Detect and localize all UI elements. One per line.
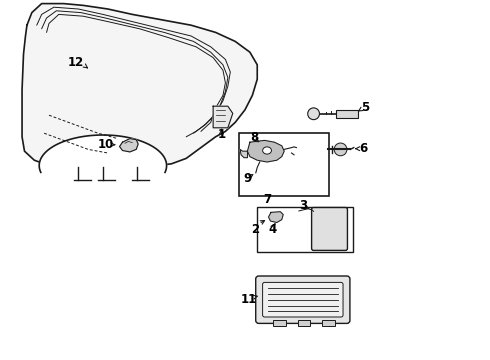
Circle shape bbox=[334, 143, 347, 156]
Bar bbox=[322, 320, 335, 326]
FancyBboxPatch shape bbox=[312, 207, 347, 251]
Bar bbox=[273, 320, 286, 326]
FancyBboxPatch shape bbox=[263, 282, 343, 317]
Bar bbox=[336, 110, 358, 118]
Text: 1: 1 bbox=[218, 129, 225, 141]
Polygon shape bbox=[39, 135, 167, 172]
Ellipse shape bbox=[263, 147, 271, 154]
Text: 9: 9 bbox=[244, 172, 252, 185]
Text: 3: 3 bbox=[299, 199, 307, 212]
Polygon shape bbox=[269, 212, 283, 222]
Text: 4: 4 bbox=[269, 223, 276, 236]
Polygon shape bbox=[247, 140, 284, 162]
Text: 12: 12 bbox=[68, 57, 84, 69]
Text: 6: 6 bbox=[360, 142, 368, 155]
Bar bbox=[298, 320, 310, 326]
Polygon shape bbox=[213, 106, 233, 128]
Polygon shape bbox=[120, 139, 138, 152]
Text: 7: 7 bbox=[264, 193, 271, 206]
Text: 10: 10 bbox=[97, 138, 114, 151]
Bar bbox=[257, 207, 353, 252]
Text: 11: 11 bbox=[240, 293, 257, 306]
Bar bbox=[239, 133, 329, 196]
Circle shape bbox=[308, 108, 319, 120]
Text: 5: 5 bbox=[361, 101, 369, 114]
Text: 8: 8 bbox=[251, 131, 259, 144]
Polygon shape bbox=[240, 149, 247, 158]
Polygon shape bbox=[22, 4, 257, 171]
Text: 2: 2 bbox=[251, 223, 259, 236]
FancyBboxPatch shape bbox=[256, 276, 350, 323]
